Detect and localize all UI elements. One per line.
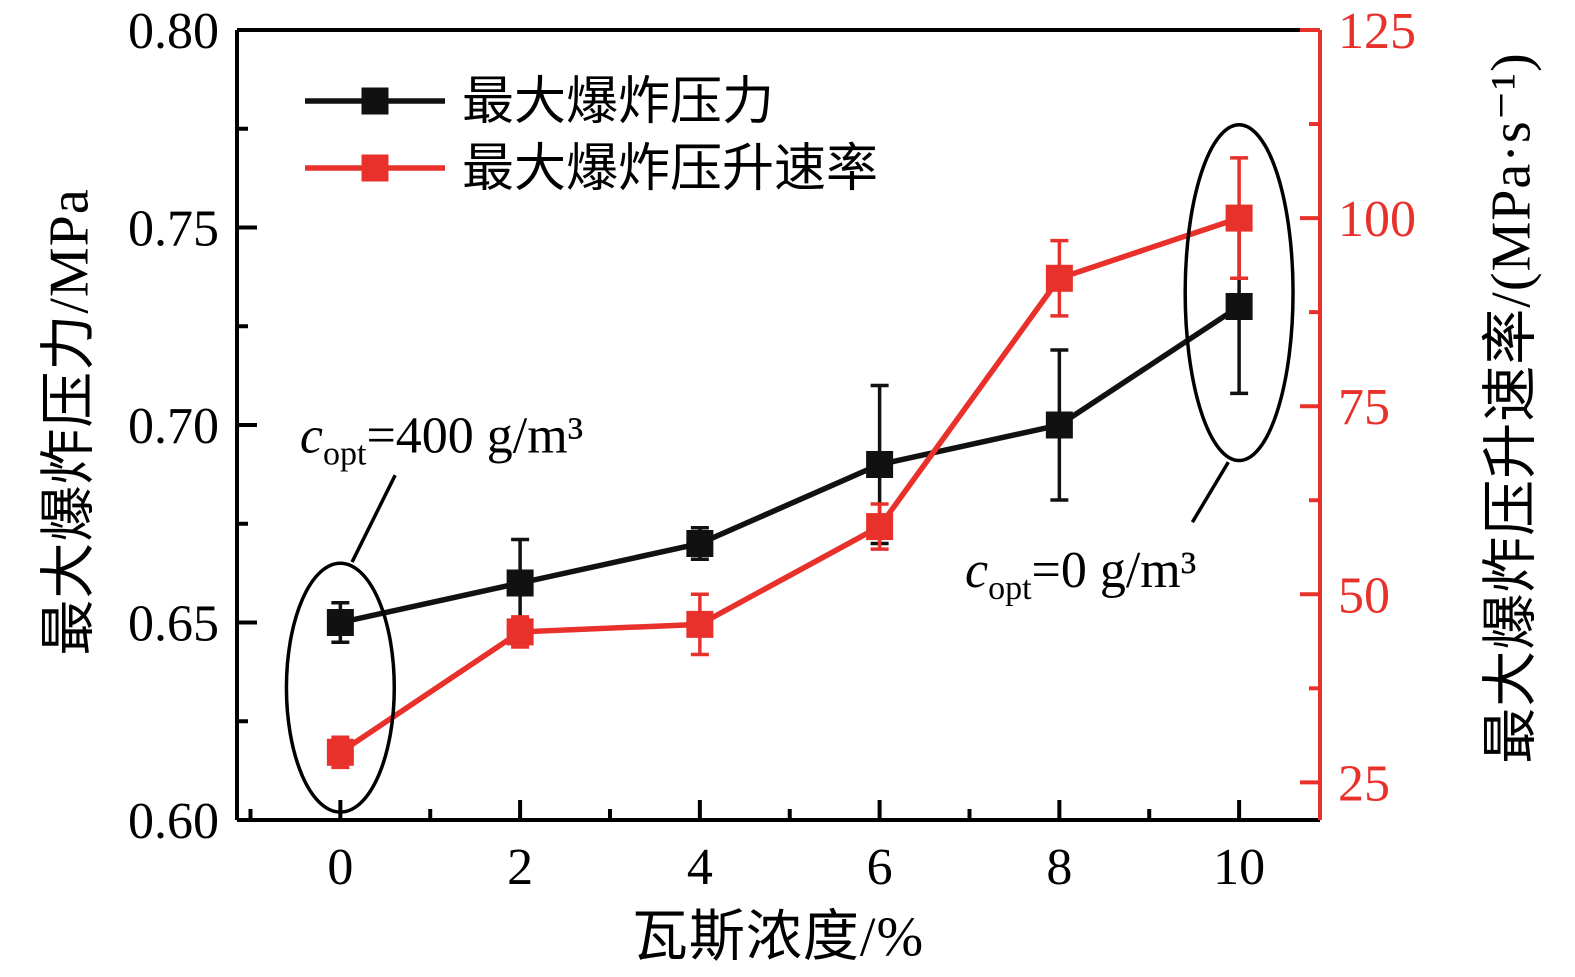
right-axis-title: 最大爆炸压升速率/(MPa·s⁻¹) <box>1480 52 1543 764</box>
marker-pressure <box>1225 293 1253 320</box>
annotation-label-copt-400: copt=400 g/m³ <box>300 408 583 473</box>
x-axis-title: 瓦斯浓度/% <box>631 906 925 969</box>
annotation-copt-400: copt=400 g/m³ <box>284 408 583 814</box>
marker-rate <box>506 618 534 646</box>
marker-rate <box>1225 204 1253 232</box>
legend-label-pressure: 最大爆炸压力 <box>462 74 774 131</box>
annotation-label-copt-0: copt=0 g/m³ <box>965 542 1196 607</box>
annotation-leader-copt-400 <box>350 474 397 563</box>
annotation-ellipse-copt-0 <box>1183 123 1295 463</box>
x-axis-tick-label: 8 <box>1046 839 1072 896</box>
marker-pressure <box>326 609 354 636</box>
marker-rate <box>866 513 894 541</box>
line-rate <box>338 215 1240 755</box>
marker-rate <box>326 738 354 766</box>
right-axis-tick-label: 125 <box>1338 3 1416 60</box>
left-axis-tick-label: 0.80 <box>128 3 219 60</box>
right-axis-tick-label: 75 <box>1338 379 1390 436</box>
right-axis-tick-label: 50 <box>1338 567 1390 624</box>
left-axis-tick-label: 0.75 <box>128 201 219 258</box>
right-axis-tick-label: 25 <box>1338 755 1390 812</box>
marker-rate <box>1045 264 1073 292</box>
left-axis-tick-label: 0.60 <box>128 793 219 850</box>
marker-pressure <box>506 569 534 597</box>
left-axis-tick-label: 0.70 <box>128 398 219 455</box>
marker-pressure <box>686 530 714 557</box>
left-axis-tick-label: 0.65 <box>128 596 219 653</box>
x-axis-tick-label: 6 <box>867 839 893 896</box>
series-rate <box>326 156 1253 770</box>
right-axis-tick-label: 100 <box>1338 191 1416 248</box>
annotation-copt-0: copt=0 g/m³ <box>965 123 1295 607</box>
annotation-leader-copt-0 <box>1190 461 1230 524</box>
legend-marker-rate <box>361 154 389 182</box>
x-axis-tick-label: 2 <box>507 839 533 896</box>
legend-marker-pressure <box>361 87 389 115</box>
marker-pressure <box>866 451 894 478</box>
x-axis-tick-label: 0 <box>327 839 353 896</box>
marker-pressure <box>1045 411 1073 439</box>
line-pressure <box>339 304 1241 626</box>
left-axis-title: 最大爆炸压力/MPa <box>38 188 101 656</box>
annotation-ellipse-copt-400 <box>284 561 397 814</box>
legend-item-pressure: 最大爆炸压力 <box>305 74 774 131</box>
legend-label-rate: 最大爆炸压升速率 <box>462 141 878 198</box>
x-axis-tick-label: 4 <box>687 839 713 896</box>
series-pressure <box>326 217 1253 644</box>
x-axis-tick-label: 10 <box>1213 839 1265 896</box>
marker-rate <box>686 610 714 638</box>
legend-item-rate: 最大爆炸压升速率 <box>305 141 878 198</box>
